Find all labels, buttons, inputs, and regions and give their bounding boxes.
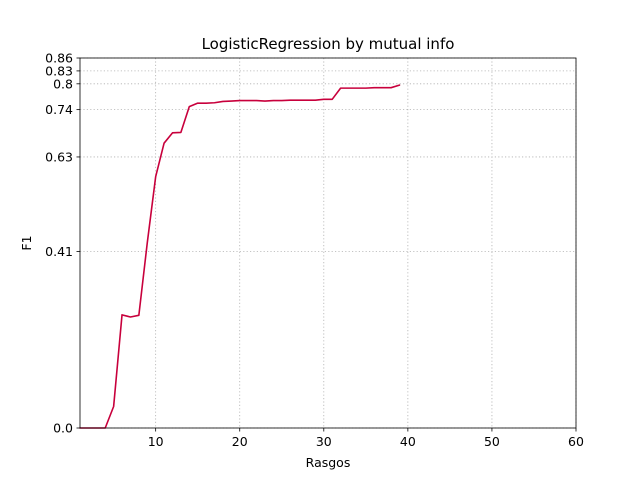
x-tick-label: 20 xyxy=(232,434,248,449)
y-tick-label: 0.63 xyxy=(45,149,73,164)
plot-frame xyxy=(79,57,577,429)
x-axis: 10 20 30 40 50 60 xyxy=(148,428,584,449)
x-axis-title: Rasgos xyxy=(306,455,351,470)
x-tick-label: 40 xyxy=(400,434,416,449)
y-axis-title: F1 xyxy=(19,235,34,250)
grid xyxy=(80,57,577,429)
y-tick-label: 0.86 xyxy=(45,51,73,66)
y-tick-label: 0.74 xyxy=(45,102,73,117)
chart-title: LogisticRegression by mutual info xyxy=(202,35,455,53)
series-line xyxy=(79,84,401,429)
y-tick-label: 0.0 xyxy=(53,421,73,436)
y-tick-label: 0.8 xyxy=(53,76,73,91)
y-tick-label: 0.41 xyxy=(45,244,73,259)
x-tick-label: 60 xyxy=(568,434,584,449)
y-tick-label: 0.83 xyxy=(45,63,73,78)
series-layer xyxy=(79,84,401,429)
x-tick-label: 50 xyxy=(484,434,500,449)
x-tick-label: 30 xyxy=(316,434,332,449)
x-tick-label: 10 xyxy=(148,434,164,449)
y-axis: 0.0 0.41 0.63 0.74 0.80.830.86 xyxy=(45,51,80,436)
